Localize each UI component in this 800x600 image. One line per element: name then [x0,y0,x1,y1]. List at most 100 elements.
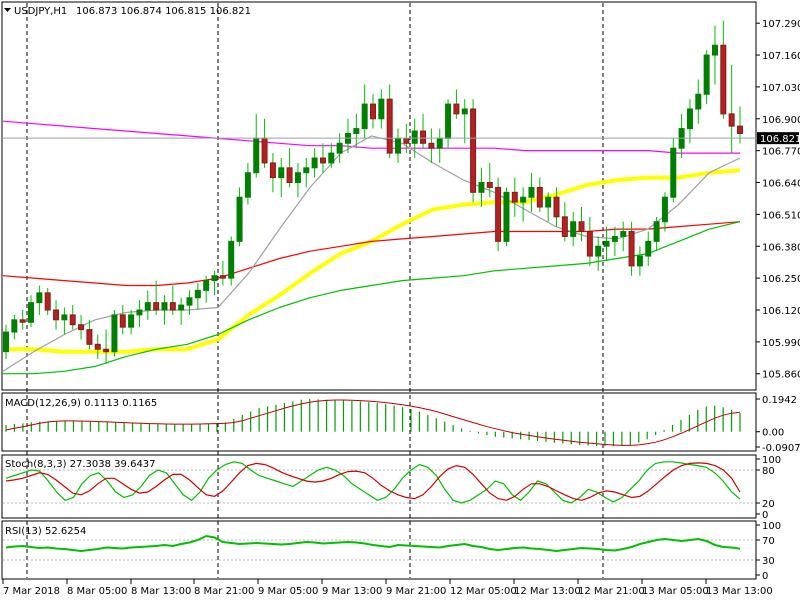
candle-body [3,331,9,353]
candle-body [645,240,652,257]
rsi-label: RSI(13) 52.6254 [5,526,86,537]
candle [436,128,443,163]
current-price-label: 106.821 [760,134,800,145]
candle [361,84,368,139]
oscillator-line [5,534,741,553]
macd-label: MACD(12,26,9) 0.1113 0.1165 [5,398,157,409]
rsi-axis: 100 70 30 0 [756,521,781,582]
price-tick-label: 106.250 [762,274,800,285]
candle [44,287,51,315]
candle [261,118,268,168]
time-tick-label: 9 Mar 05:00 [258,586,318,597]
macd-axis: 0.1942 0.00 -0.0907 [756,395,800,454]
candle-body [103,348,110,353]
candle [78,314,85,340]
ohlc-label: 106.873 106.874 106.815 106.821 [76,6,251,17]
candle-body [53,309,60,321]
oscillator-tick-label: 70 [762,536,775,547]
candle [570,211,577,247]
candle [269,153,276,193]
candle [11,314,18,340]
candle-body [236,196,243,242]
oscillator-tick-label: 80 [762,466,775,477]
macd-panel [5,399,741,447]
candle-body [636,255,643,267]
candle-body [278,167,285,179]
moving-average-line [2,120,740,154]
candle-body [545,196,552,208]
oscillator-tick-label: 0 [762,571,768,582]
candle-body [511,191,518,203]
candle [228,236,235,286]
candle-body [336,142,343,154]
candle [153,280,160,315]
candle [495,177,502,252]
candle [161,295,168,325]
candle-body [94,343,101,350]
candle-body [370,103,376,120]
candle [428,128,435,163]
macd-panel-frame [1,392,757,452]
candle [670,138,677,203]
price-tick-label: 107.160 [762,51,800,62]
current-price-tag-box [757,132,799,145]
candle [461,99,468,144]
time-tick-label: 13 Mar 05:00 [642,586,709,597]
candle [611,226,618,257]
candle-body [578,221,585,233]
candle-body [670,147,677,198]
candle [595,236,602,271]
candle [511,177,518,217]
time-tick-label: 8 Mar 05:00 [67,586,127,597]
candle-body [253,137,260,174]
candle-body [436,137,443,149]
candle-body [478,182,485,193]
candle [661,192,668,232]
candle [686,99,693,144]
candle [294,162,301,198]
candle [695,79,702,124]
candle [720,20,727,119]
price-tick-label: 107.290 [762,19,800,30]
stoch-panel-frame [1,454,757,519]
candle [553,187,560,227]
candle [561,202,568,242]
candle-body [211,275,218,282]
candle [353,113,360,149]
oscillator-tick-label: 100 [762,521,781,532]
candle [603,226,610,261]
candle [278,158,285,198]
candle-body [19,319,26,323]
candle [178,297,185,325]
price-header: USDJPY,H1 106.873 106.874 106.815 106.82… [4,6,251,17]
oscillator-tick-label: 0 [762,510,768,521]
candle-body [161,302,168,311]
candle-body [261,137,268,164]
candle-body [286,167,293,184]
candle [219,260,226,286]
candle-body [611,235,618,242]
price-tick-label: 106.380 [762,242,800,253]
candle [128,310,135,335]
moving-average-line [2,221,741,287]
candle-body [603,240,610,247]
candle-body [411,130,418,144]
candle [578,207,585,242]
candle-body [269,162,276,179]
candle [319,143,326,173]
candle-body [561,216,568,237]
candle-body [361,103,368,130]
candle-body [86,329,93,345]
session-separators [26,3,604,578]
candle [119,305,126,335]
candle [61,307,68,335]
time-tick-label: 9 Mar 21:00 [386,586,446,597]
candle [3,324,9,360]
candle [728,64,735,154]
candle [303,158,310,188]
candle-body [628,231,635,267]
rsi-panel-frame [1,520,757,580]
candle-body [386,98,393,154]
candle [203,275,210,303]
price-tick-label: 106.770 [762,147,800,158]
